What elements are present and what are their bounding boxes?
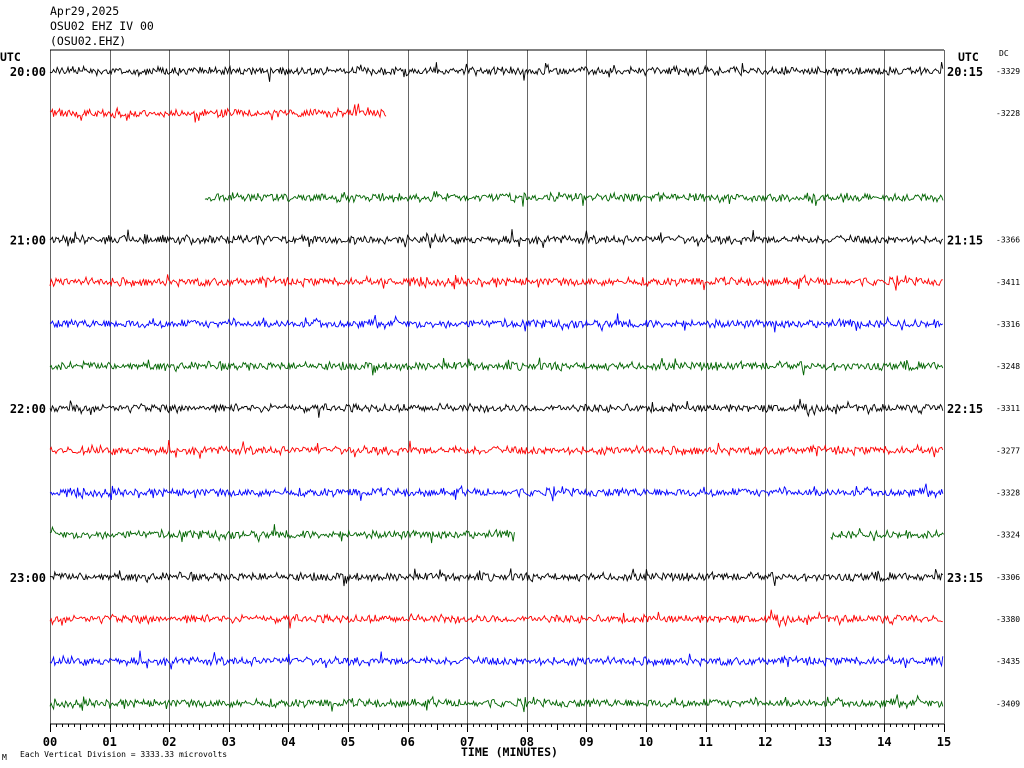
- x-tick-label: 04: [281, 735, 295, 749]
- seismic-trace: [49, 274, 943, 291]
- hour-label-right: 21:15: [947, 234, 983, 248]
- dc-offset-label: -3228: [996, 109, 1020, 118]
- seismic-trace: [49, 524, 515, 544]
- seismic-trace: [49, 313, 944, 333]
- x-tick-label: 11: [698, 735, 712, 749]
- dc-offset-label: -3248: [996, 362, 1020, 371]
- x-tick-label: 08: [520, 735, 534, 749]
- x-tick-label: 09: [579, 735, 593, 749]
- seismic-trace: [204, 191, 944, 207]
- seismic-trace: [49, 357, 944, 376]
- hour-label-right: 23:15: [947, 571, 983, 585]
- dc-offset-label: -3380: [996, 615, 1020, 624]
- hour-label-right: 22:15: [947, 402, 983, 416]
- header-station-line: OSU02 EHZ IV 00: [50, 19, 154, 33]
- dc-offset-label: -3329: [996, 67, 1020, 76]
- dc-offset-label: -3366: [996, 236, 1020, 245]
- hour-label-right: 20:15: [947, 65, 983, 79]
- dc-offset-label: -3328: [996, 489, 1020, 498]
- hour-label-left: 23:00: [10, 571, 46, 585]
- header-station-code: (OSU02.EHZ): [50, 34, 127, 48]
- seismic-trace: [49, 609, 943, 629]
- hour-label-left: 21:00: [10, 234, 46, 248]
- dc-offset-label: -3324: [996, 531, 1020, 540]
- header-date: Apr29,2025: [50, 4, 120, 18]
- x-axis-label: TIME (MINUTES): [461, 745, 558, 759]
- seismic-trace: [49, 694, 944, 713]
- right-utc-label: UTC: [958, 50, 979, 64]
- x-tick-label: 13: [818, 735, 832, 749]
- x-tick-label: 15: [937, 735, 951, 749]
- x-tick-label: 05: [341, 735, 355, 749]
- dc-offset-label: -3277: [996, 446, 1020, 455]
- seismic-trace: [49, 398, 944, 418]
- x-tick-label: 00: [43, 735, 57, 749]
- dc-offset-label: -3411: [996, 278, 1020, 287]
- x-tick-label: 06: [400, 735, 414, 749]
- dc-label: DC: [999, 49, 1009, 58]
- dc-offset-label: -3316: [996, 320, 1020, 329]
- seismic-trace: [49, 229, 944, 249]
- seismic-trace: [49, 568, 944, 587]
- footer-note: Each Vertical Division = 3333.33 microvo…: [20, 750, 228, 759]
- x-tick-label: 14: [877, 735, 891, 749]
- dc-offset-label: -3306: [996, 573, 1020, 582]
- seismic-trace: [49, 439, 944, 459]
- header-block: Apr29,2025 OSU02 EHZ IV 00 (OSU02.EHZ): [50, 4, 154, 49]
- x-tick-label: 07: [460, 735, 474, 749]
- seismic-trace: [49, 103, 387, 123]
- hour-label-left: 20:00: [10, 65, 46, 79]
- seismic-trace: [49, 650, 944, 670]
- left-utc-label: UTC: [0, 50, 21, 64]
- x-tick-label: 03: [222, 735, 236, 749]
- seismic-trace: [49, 483, 944, 502]
- x-tick-label: 12: [758, 735, 772, 749]
- dc-offset-label: -3409: [996, 699, 1020, 708]
- seismic-trace: [830, 528, 944, 542]
- x-tick-label: 01: [102, 735, 116, 749]
- x-tick-label: 10: [639, 735, 653, 749]
- tiny-mark: M: [2, 753, 7, 762]
- x-tick-label: 02: [162, 735, 176, 749]
- dc-offset-label: -3435: [996, 657, 1020, 666]
- dc-offset-label: -3311: [996, 404, 1020, 413]
- seismic-trace: [49, 62, 944, 82]
- hour-label-left: 22:00: [10, 402, 46, 416]
